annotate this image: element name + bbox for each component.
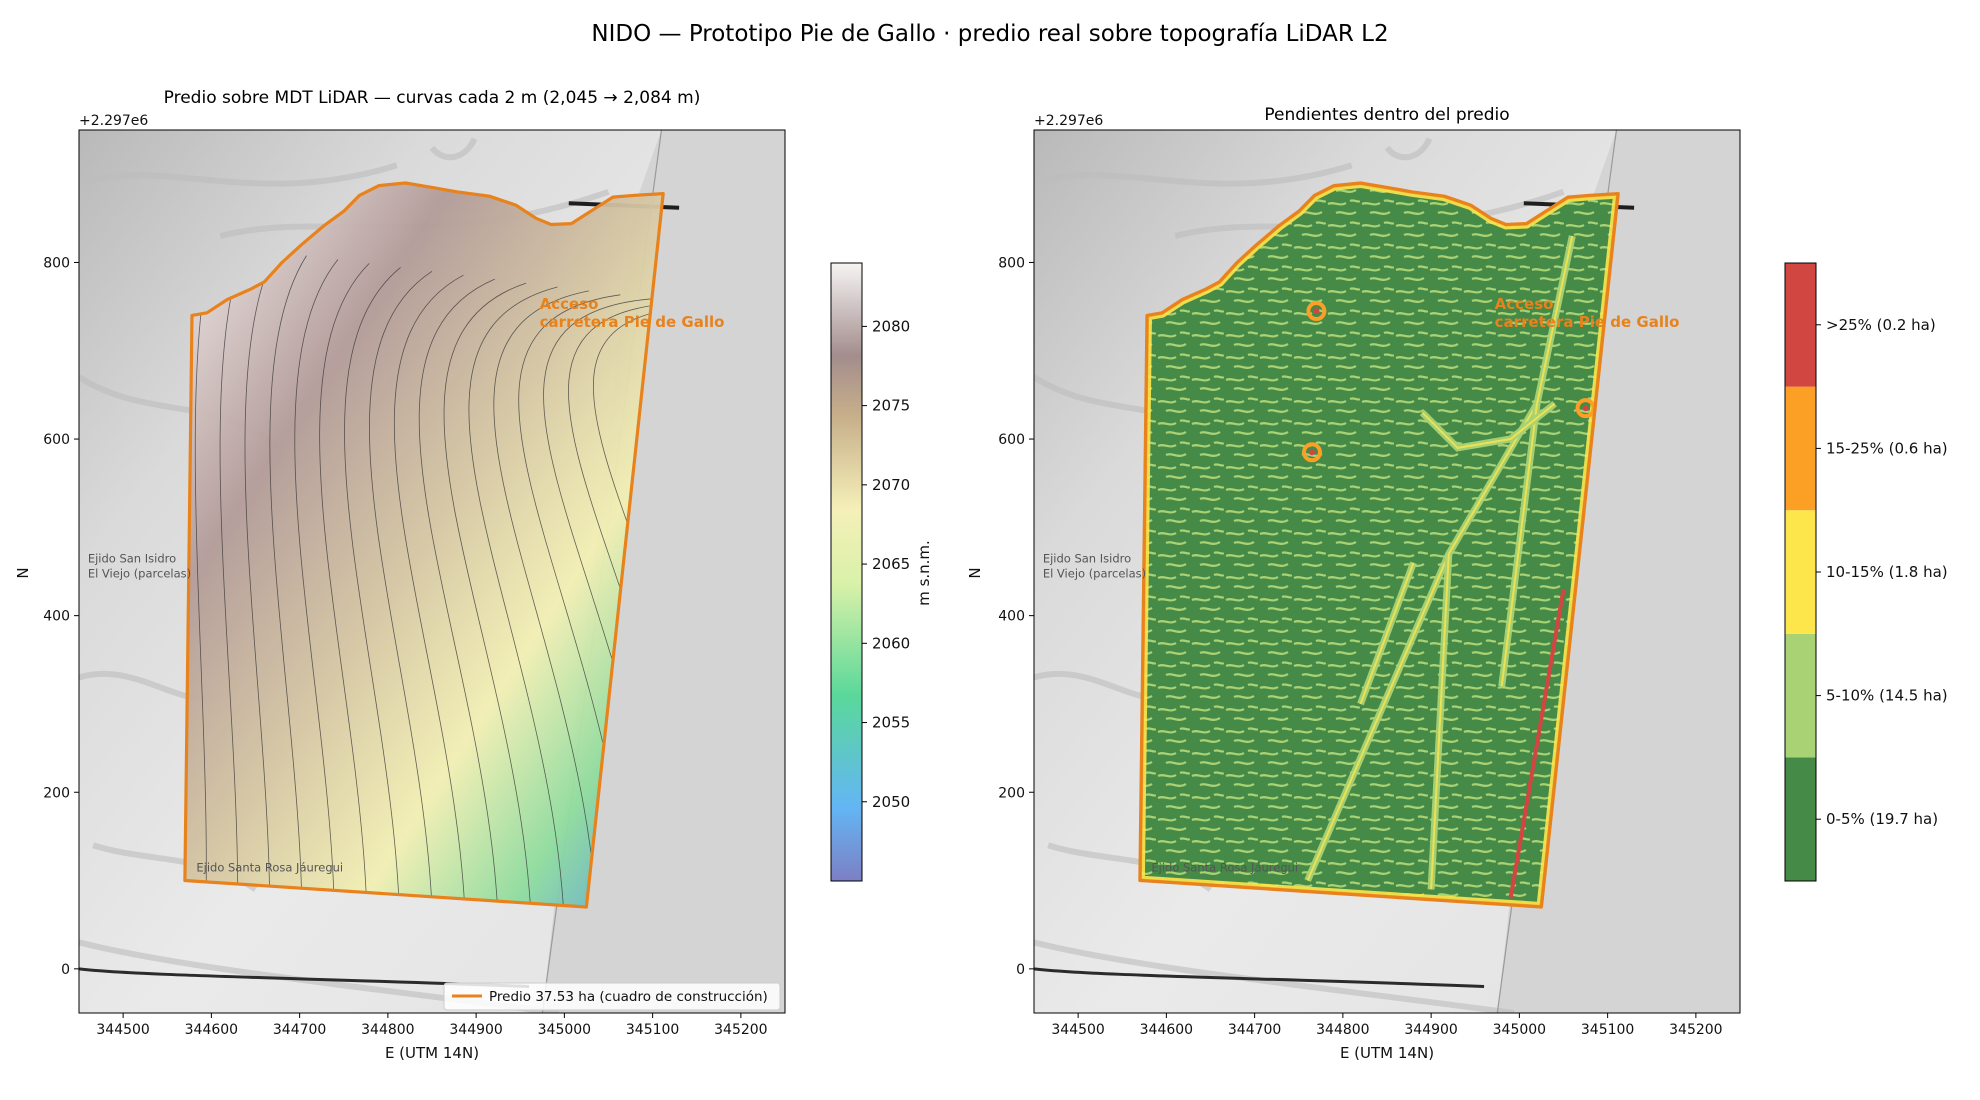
- x-tick-label: 344600: [1140, 1022, 1193, 1038]
- x-axis-label: E (UTM 14N): [1340, 1044, 1434, 1062]
- slope-class-swatch: [1785, 633, 1816, 758]
- y-tick-label: 0: [61, 962, 70, 978]
- x-tick-label: 345100: [1581, 1022, 1634, 1038]
- map-legend: Predio 37.53 ha (cuadro de construcción): [443, 982, 781, 1011]
- elevation-colorbar: 2050 2055 2060 2065 2070 2075 2080 m s.n.m.: [830, 262, 933, 882]
- access-road-label: Acceso: [1495, 295, 1554, 313]
- elevation-colorbar-bar: [830, 262, 863, 882]
- slope-class-label: 10-15% (1.8 ha): [1826, 563, 1948, 581]
- colorbar-tick-label: 2050: [872, 793, 910, 811]
- y-tick-label: 200: [998, 785, 1025, 801]
- y-tick-label: 600: [998, 432, 1025, 448]
- x-tick-label: 344600: [185, 1022, 238, 1038]
- slope-class-label: 0-5% (19.7 ha): [1826, 810, 1938, 828]
- ejido-san-isidro-label: El Viejo (parcelas): [88, 567, 191, 581]
- slope-class-label: 5-10% (14.5 ha): [1826, 687, 1948, 705]
- colorbar-tick-label: 2075: [872, 397, 910, 415]
- x-tick-label: 345100: [626, 1022, 679, 1038]
- slope-raster: [1138, 181, 1620, 909]
- y-axis-offset-text: +2.297e6: [79, 113, 148, 129]
- slope-class-swatch: [1785, 263, 1816, 387]
- slope-class-label: 15-25% (0.6 ha): [1826, 439, 1948, 457]
- y-axis-label: N: [14, 567, 32, 578]
- slope-map-panel: Pendientes dentro del predio +2.297e6 Ej…: [966, 105, 1948, 1062]
- slope-class-swatch: [1785, 386, 1816, 511]
- elevation-raster: [183, 181, 665, 909]
- y-tick-label: 400: [998, 609, 1025, 625]
- x-tick-label: 344800: [1316, 1022, 1369, 1038]
- slope-class-swatch: [1785, 510, 1816, 634]
- x-tick-label: 344500: [96, 1022, 149, 1038]
- elevation-map-panel: Predio sobre MDT LiDAR — curvas cada 2 m…: [14, 88, 933, 1062]
- ejido-san-isidro-label: El Viejo (parcelas): [1043, 567, 1146, 581]
- legend-label: Predio 37.53 ha (cuadro de construcción): [489, 989, 768, 1005]
- y-tick-label: 200: [43, 785, 70, 801]
- x-tick-label: 345000: [538, 1022, 591, 1038]
- x-tick-label: 345200: [1669, 1022, 1722, 1038]
- x-tick-label: 344800: [361, 1022, 414, 1038]
- parcel-boundary: [1138, 181, 1620, 909]
- x-tick-label: 345000: [1493, 1022, 1546, 1038]
- colorbar-tick-label: 2080: [872, 317, 910, 335]
- ejido-santa-rosa-label: Ejido Santa Rosa Jáuregui: [196, 861, 343, 875]
- slope-class-label: >25% (0.2 ha): [1826, 316, 1936, 334]
- colorbar-tick-label: 2065: [872, 555, 910, 573]
- y-tick-label: 400: [43, 609, 70, 625]
- y-tick-label: 800: [998, 255, 1025, 271]
- ejido-san-isidro-label: Ejido San Isidro: [1043, 552, 1131, 566]
- x-axis-label: E (UTM 14N): [385, 1044, 479, 1062]
- ejido-santa-rosa-label: Ejido Santa Rosa Jáuregui: [1151, 861, 1298, 875]
- x-tick-label: 345200: [714, 1022, 767, 1038]
- elevation-panel-title: Predio sobre MDT LiDAR — curvas cada 2 m…: [164, 88, 701, 108]
- x-tick-label: 344700: [273, 1022, 326, 1038]
- plot-frame: [78, 129, 786, 1014]
- slope-class-colorbar: 0-5% (19.7 ha) 5-10% (14.5 ha) 10-15% (1.8…: [1784, 262, 1948, 882]
- x-tick-label: 344900: [1404, 1022, 1457, 1038]
- colorbar-label: m s.n.m.: [915, 540, 933, 606]
- y-tick-label: 0: [1016, 962, 1025, 978]
- figure-title: NIDO — Prototipo Pie de Gallo · predio r…: [591, 21, 1388, 47]
- colorbar-tick-label: 2060: [872, 634, 910, 652]
- access-road-label: carretera Pie de Gallo: [540, 313, 725, 331]
- y-tick-label: 600: [43, 432, 70, 448]
- access-road-label: carretera Pie de Gallo: [1495, 313, 1680, 331]
- y-axis-offset-text: +2.297e6: [1034, 113, 1103, 129]
- slope-class-swatch: [1785, 757, 1816, 881]
- access-road-label: Acceso: [540, 295, 599, 313]
- y-tick-label: 800: [43, 255, 70, 271]
- x-tick-label: 344900: [449, 1022, 502, 1038]
- colorbar-tick-label: 2070: [872, 476, 910, 494]
- x-tick-label: 344700: [1228, 1022, 1281, 1038]
- slope-panel-title: Pendientes dentro del predio: [1264, 105, 1509, 125]
- colorbar-tick-label: 2055: [872, 714, 910, 732]
- plot-frame: [1033, 129, 1741, 1014]
- x-tick-label: 344500: [1051, 1022, 1104, 1038]
- ejido-san-isidro-label: Ejido San Isidro: [88, 552, 176, 566]
- y-axis-label: N: [966, 567, 984, 578]
- parcel-boundary: [183, 181, 665, 909]
